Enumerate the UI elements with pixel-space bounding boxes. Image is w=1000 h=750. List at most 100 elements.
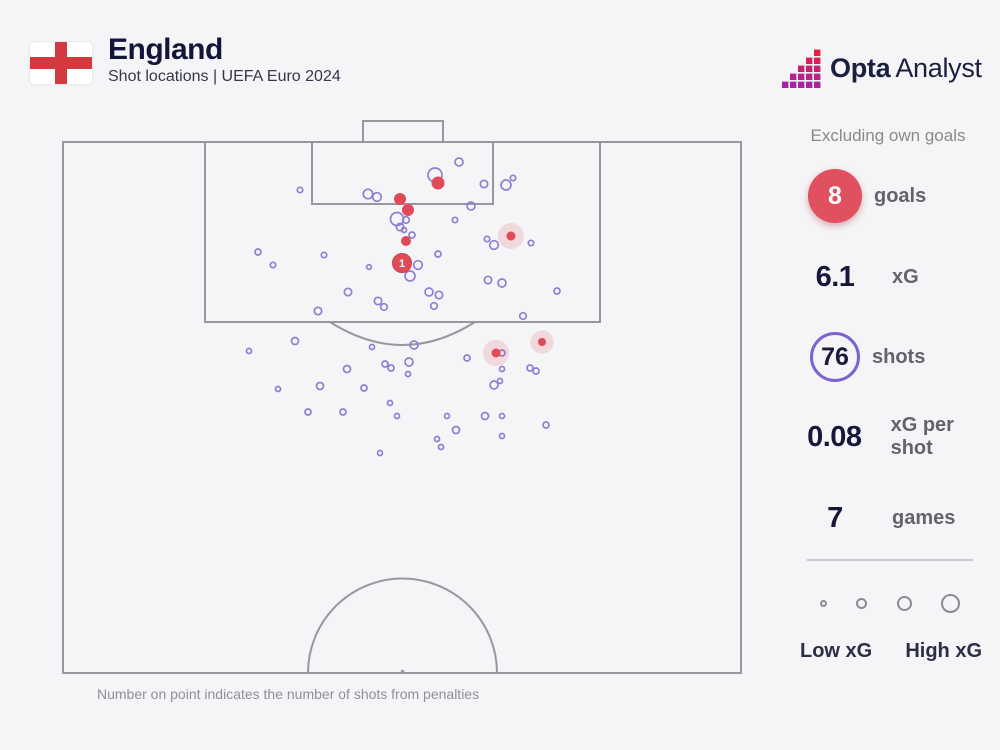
shot-point — [404, 357, 414, 367]
shot-point — [553, 287, 561, 295]
shot-point — [479, 179, 489, 189]
shots-badge: 76 — [810, 332, 860, 382]
legend-size-circle — [820, 599, 827, 607]
xg-legend-labels: Low xG High xG — [800, 640, 982, 663]
pitch-lines — [62, 120, 742, 674]
shot-point — [433, 435, 441, 443]
shot-point — [362, 188, 374, 200]
logo-bold-text: Opta — [830, 52, 891, 83]
opta-analyst-logo: Opta Analyst — [782, 48, 982, 88]
shot-point — [245, 347, 253, 355]
shot-point — [371, 191, 383, 203]
high-xg-label: High xG — [905, 640, 982, 662]
shot-point — [498, 412, 506, 420]
goals-badge: 8 — [808, 169, 862, 223]
mosaic-square — [814, 73, 821, 80]
shot-point — [498, 365, 506, 373]
shot-point — [296, 186, 304, 194]
mosaic-square — [814, 81, 821, 88]
shots-layer: 1 — [245, 157, 561, 457]
goal-point — [431, 176, 445, 190]
legend-size-circle — [940, 593, 960, 613]
shot-point — [365, 263, 373, 271]
low-xg-label: Low xG — [800, 640, 873, 662]
stat-shots: 76 shots — [790, 327, 1000, 387]
shot-point — [304, 408, 312, 416]
england-flag — [30, 42, 92, 84]
shot-point — [404, 370, 412, 378]
goal-frame — [362, 120, 444, 143]
goal-point — [538, 338, 546, 346]
shot-point — [509, 174, 517, 182]
mosaic-square — [814, 57, 821, 64]
page-title: England — [108, 33, 223, 66]
mosaic-square — [790, 73, 797, 80]
xg-label: xG — [892, 265, 919, 288]
shot-point — [320, 251, 328, 259]
xg-per-shot-value: 0.08 — [807, 420, 862, 453]
stat-goals: 8 goals — [790, 166, 1000, 226]
shot-point — [532, 367, 540, 375]
xg-value: 6.1 — [815, 260, 855, 293]
shot-point — [368, 343, 376, 351]
shot-point — [409, 340, 419, 350]
shot-point — [443, 412, 451, 420]
shot-point — [376, 449, 384, 457]
penalty-arc — [329, 321, 476, 346]
stat-xg: 6.1 xG — [790, 247, 1000, 307]
shot-point — [454, 157, 464, 167]
shot-point — [342, 364, 352, 374]
mosaic-square — [782, 81, 789, 88]
penalty-count-label: 1 — [399, 258, 405, 270]
mosaic-square — [814, 49, 821, 56]
shot-point — [401, 215, 411, 225]
shot-point — [393, 412, 401, 420]
legend-divider — [807, 559, 973, 561]
goal-point — [402, 204, 414, 216]
shot-point — [498, 432, 506, 440]
opta-analyst-wordmark: Opta Analyst — [830, 53, 982, 84]
shot-point — [386, 399, 394, 407]
shot-point — [387, 364, 395, 372]
shot-point — [412, 259, 424, 271]
shot-point — [483, 275, 493, 285]
shot-point — [408, 231, 416, 239]
center-spot — [400, 669, 405, 674]
shot-point — [480, 411, 490, 421]
shot-point — [500, 179, 512, 191]
shot-point — [254, 248, 262, 256]
shot-point — [400, 226, 408, 234]
shot-point — [269, 261, 277, 269]
mosaic-square — [806, 73, 813, 80]
mosaic-square — [806, 65, 813, 72]
goal-point — [491, 348, 501, 358]
shot-point — [274, 385, 282, 393]
shot-point — [434, 290, 444, 300]
mosaic-square — [806, 57, 813, 64]
goals-value: 8 — [828, 181, 842, 210]
shot-point — [451, 425, 461, 435]
shot-point — [429, 301, 439, 311]
penalty-footnote: Number on point indicates the number of … — [97, 686, 480, 702]
mosaic-square — [790, 81, 797, 88]
shot-point — [489, 380, 499, 390]
stat-games: 7 games — [790, 488, 1000, 548]
goal-point — [392, 253, 412, 273]
shot-point — [542, 421, 550, 429]
shot-point — [315, 381, 325, 391]
logo-regular-text: Analyst — [895, 52, 982, 83]
shot-point — [483, 235, 491, 243]
goal-point — [401, 236, 411, 246]
mosaic-square — [798, 73, 805, 80]
goal-point — [506, 231, 516, 241]
center-circle — [307, 577, 498, 674]
games-label: games — [892, 506, 956, 529]
legend-size-circle — [896, 595, 912, 611]
shot-point — [526, 364, 534, 372]
mosaic-square — [798, 81, 805, 88]
mosaic-square — [806, 81, 813, 88]
goal-point — [394, 193, 406, 205]
shot-point — [290, 336, 300, 346]
